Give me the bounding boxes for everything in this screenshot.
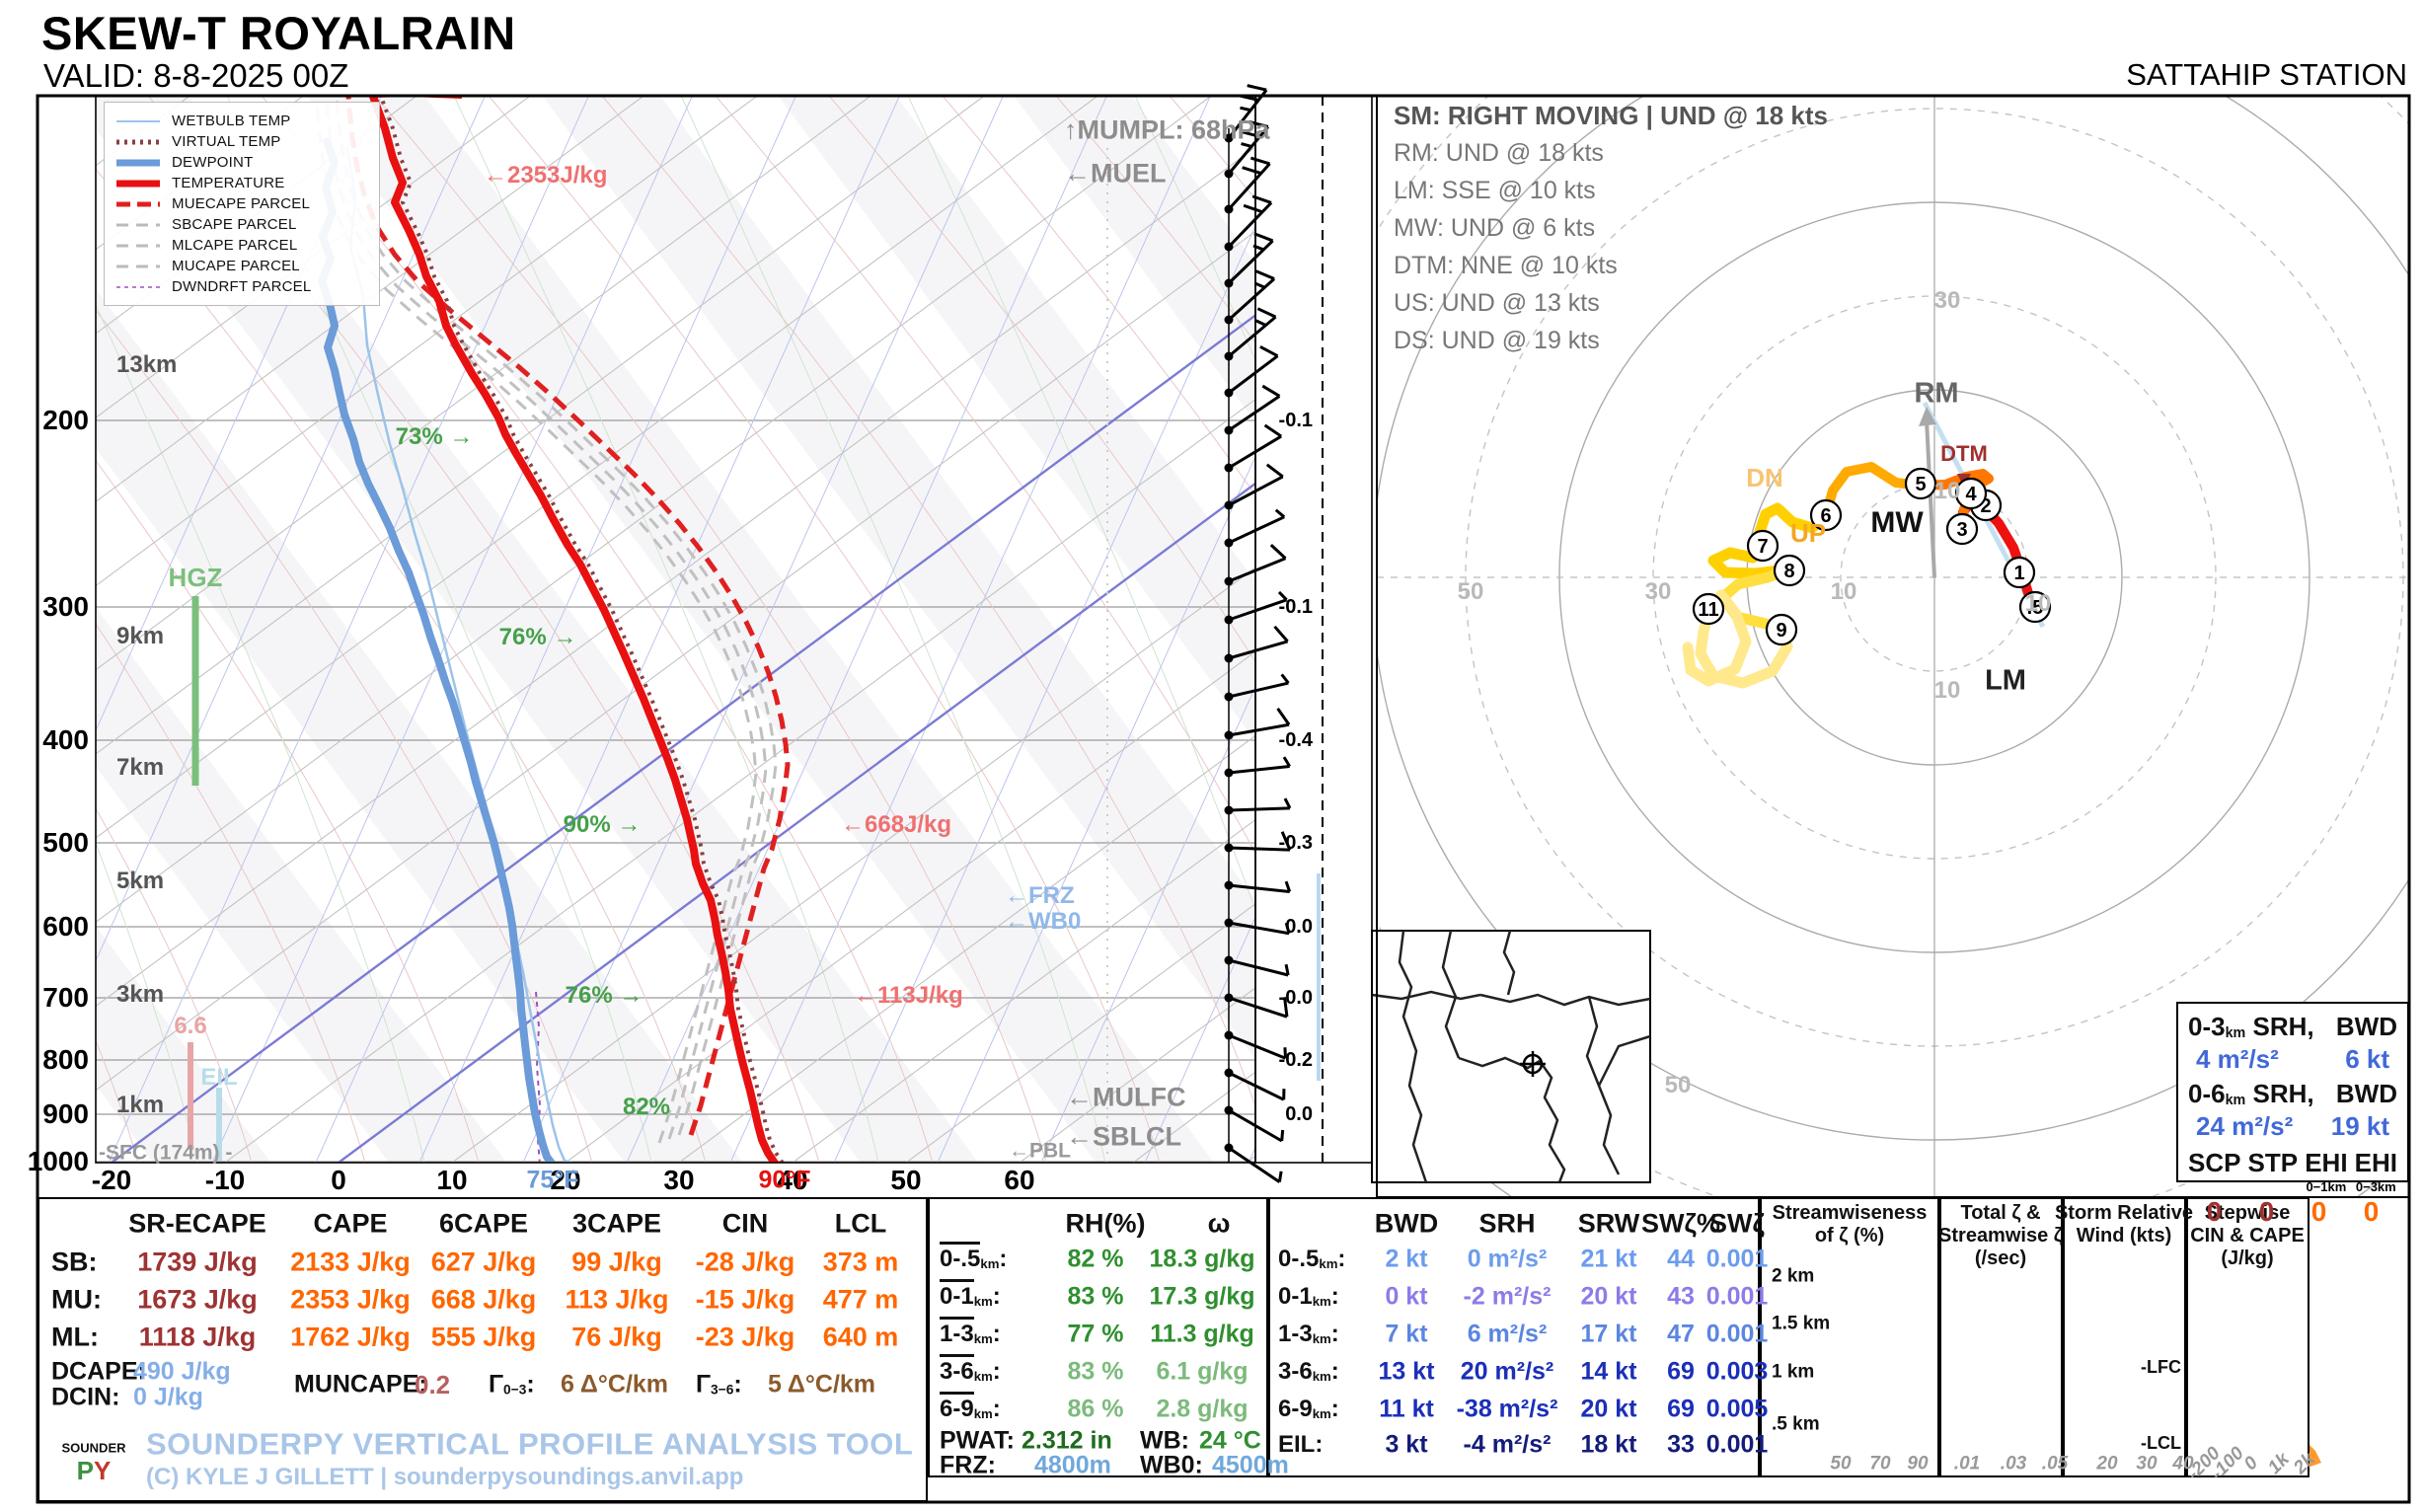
svg-text:1: 1 bbox=[2013, 563, 2024, 584]
svg-text:7: 7 bbox=[1757, 536, 1768, 558]
hodograph-height-marker: 11 bbox=[1692, 592, 1725, 626]
wind-barb bbox=[1224, 756, 1291, 778]
hodograph-height-marker: 5 bbox=[1904, 467, 1937, 500]
wind-barb bbox=[1224, 307, 1277, 361]
legend-item: WETBULB TEMP bbox=[114, 111, 369, 131]
wind-barb bbox=[1224, 544, 1287, 586]
hodograph-height-marker: 6 bbox=[1809, 498, 1843, 532]
wind-barb bbox=[1224, 344, 1279, 398]
svg-text:11: 11 bbox=[1698, 599, 1718, 621]
legend-item-label: MUECAPE PARCEL bbox=[172, 195, 311, 212]
hodograph-trace-segment bbox=[1821, 462, 1926, 520]
hodograph-height-marker: .5 bbox=[2018, 590, 2052, 624]
wind-barb bbox=[1224, 831, 1292, 853]
storm-motion-title: SM: RIGHT MOVING | UND @ 18 kts bbox=[1394, 101, 1829, 130]
legend-swatch-line bbox=[116, 201, 160, 206]
legend-item: DEWPOINT bbox=[114, 152, 369, 173]
wind-barb bbox=[1224, 797, 1292, 815]
legend-item-label: SBCAPE PARCEL bbox=[172, 216, 297, 233]
wind-barb bbox=[1224, 955, 1290, 977]
legend-item-label: DWNDRFT PARCEL bbox=[172, 278, 312, 295]
wind-barb bbox=[1224, 1030, 1287, 1060]
wind-barb bbox=[1224, 590, 1288, 625]
storm-motion-line: LM: SSE @ 10 kts bbox=[1394, 177, 1596, 204]
legend-item: MUCAPE PARCEL bbox=[114, 256, 369, 276]
svg-text:5: 5 bbox=[1915, 474, 1926, 495]
legend-item: MLCAPE PARCEL bbox=[114, 235, 369, 256]
storm-motion-line: DS: UND @ 19 kts bbox=[1394, 327, 1600, 354]
wind-barb bbox=[1224, 918, 1291, 936]
valid-time: VALID: 8-8-2025 00Z bbox=[43, 57, 349, 94]
legend-swatch-line bbox=[116, 223, 160, 226]
inset-map bbox=[1371, 930, 1651, 1183]
storm-motion-line: RM: UND @ 18 kts bbox=[1394, 139, 1604, 167]
legend-item: TEMPERATURE bbox=[114, 173, 369, 193]
wind-barb bbox=[1224, 508, 1286, 548]
legend-item: SBCAPE PARCEL bbox=[114, 214, 369, 235]
svg-text:3: 3 bbox=[1956, 519, 1967, 541]
legend-swatch-line bbox=[116, 244, 160, 247]
wind-barb bbox=[1224, 232, 1274, 288]
legend-item-label: VIRTUAL TEMP bbox=[172, 133, 281, 150]
svg-text:6: 6 bbox=[1820, 505, 1831, 527]
wind-barb bbox=[1224, 673, 1290, 702]
legend-swatch-line bbox=[116, 180, 160, 187]
legend-item-label: MLCAPE PARCEL bbox=[172, 237, 298, 254]
hodograph-height-marker: 7 bbox=[1746, 529, 1779, 563]
storm-motion-info: SM: RIGHT MOVING | UND @ 18 kts RM: UND … bbox=[1394, 103, 1828, 353]
sounderpy-logo bbox=[55, 1420, 132, 1497]
wind-barb bbox=[1224, 1068, 1286, 1101]
svg-text:2: 2 bbox=[1980, 495, 1991, 517]
station-map-marker bbox=[1520, 1051, 1546, 1077]
hodograph-height-marker: 1 bbox=[2003, 556, 2036, 589]
wind-barb bbox=[1224, 119, 1270, 179]
legend-item-label: MUCAPE PARCEL bbox=[172, 258, 300, 274]
station-name: SATTAHIP STATION bbox=[2126, 57, 2407, 92]
wind-barb bbox=[1224, 625, 1289, 663]
svg-text:8: 8 bbox=[1783, 561, 1794, 582]
legend-item-label: DEWPOINT bbox=[172, 154, 254, 171]
legend-swatch-line bbox=[116, 159, 160, 166]
skewt-legend: WETBULB TEMP VIRTUAL TEMP DEWPOINT TEMPERAT… bbox=[104, 102, 380, 306]
legend-swatch-line bbox=[116, 139, 160, 144]
wind-barb bbox=[1224, 156, 1271, 214]
storm-motion-line: DTM: NNE @ 10 kts bbox=[1394, 252, 1618, 279]
storm-motion-line: US: UND @ 13 kts bbox=[1394, 289, 1600, 317]
wind-barb bbox=[1224, 384, 1281, 435]
wind-barb bbox=[1224, 707, 1291, 740]
legend-item-label: TEMPERATURE bbox=[172, 175, 285, 191]
hodograph-height-marker: 4 bbox=[1954, 477, 1988, 510]
hodograph-height-marker: 9 bbox=[1765, 613, 1798, 646]
page-title: SKEW-T ROYALRAIN bbox=[41, 7, 516, 59]
legend-swatch-line bbox=[116, 285, 160, 288]
svg-text:9: 9 bbox=[1776, 620, 1786, 642]
wind-barb bbox=[1224, 880, 1292, 893]
wind-barb bbox=[1224, 194, 1273, 252]
wind-barb bbox=[1224, 1143, 1283, 1183]
hodograph-height-marker: 3 bbox=[1945, 512, 1979, 546]
wind-barb bbox=[1224, 269, 1276, 325]
svg-text:.5: .5 bbox=[2027, 597, 2044, 619]
legend-item-label: WETBULB TEMP bbox=[172, 113, 291, 129]
svg-text:4: 4 bbox=[1965, 484, 1977, 505]
storm-motion-line: MW: UND @ 6 kts bbox=[1394, 214, 1596, 242]
hodograph-height-marker: 8 bbox=[1773, 554, 1806, 587]
legend-item: VIRTUAL TEMP bbox=[114, 131, 369, 152]
legend-swatch-line bbox=[116, 265, 160, 267]
legend-item: DWNDRFT PARCEL bbox=[114, 276, 369, 297]
wind-barb bbox=[1224, 993, 1289, 1019]
legend-swatch-line bbox=[116, 119, 160, 122]
legend-item: MUECAPE PARCEL bbox=[114, 193, 369, 214]
